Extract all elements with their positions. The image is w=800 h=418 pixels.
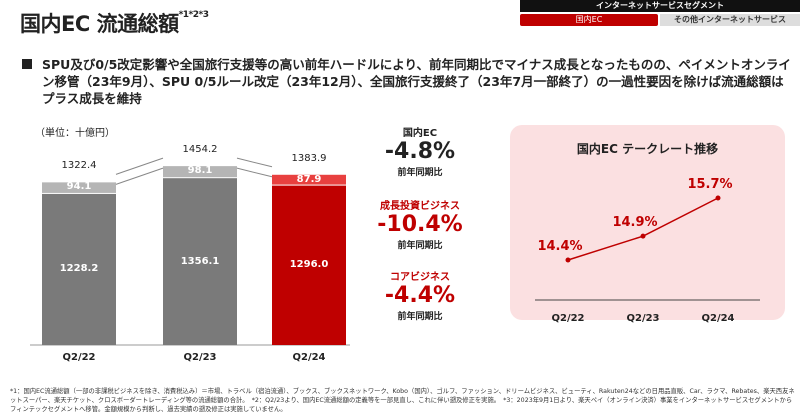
title-footnote-marks: *1*2*3 [178,10,209,20]
connector-line [115,167,164,185]
bar-total-value: 1322.4 [61,160,97,172]
gms-bar-chart [30,157,350,346]
take-rate-label: 15.7% [687,177,732,192]
unit-label: （単位：十億円） [35,128,115,139]
connector-line [115,157,164,175]
segment-tab-other-internet: その他インターネットサービス [660,14,800,26]
summary-text: SPU及び0/5改定影響や全国旅行支援等の高い前年ハードルにより、前年同期比でマ… [42,57,791,106]
take-rate-point [715,195,721,201]
stat-0: 国内EC -4.8% 前年同期比 [360,124,480,178]
connector-line [236,167,273,178]
take-rate-point [640,233,646,239]
take-rate-label: 14.9% [612,215,657,230]
bar-top-Q2/24 [272,174,346,185]
take-rate-panel [510,125,785,320]
take-rate-x-label: Q2/24 [701,313,734,324]
take-rate-point [565,257,571,263]
bar-top-Q2/23 [163,166,237,178]
stat-s: 前年同期比 [397,241,443,251]
stat-1: 成長投資ビジネス -10.4% 前年同期比 [360,197,480,251]
take-rate-x-label: Q2/22 [551,313,584,324]
bar-base-Q2/24 [272,185,346,345]
bar-base-value: 1296.0 [289,259,329,271]
take-rate-title: 国内EC テークレート推移 [576,142,719,156]
stat-2: コアビジネス -4.4% 前年同期比 [360,268,480,322]
footnote: *1：国内EC流通総額（一部の非課税ビジネスを除き、消費税込み）＝市場、トラベル… [10,388,795,413]
stat-n: 成長投資ビジネス [380,201,460,212]
stat-n: 国内EC [402,128,438,139]
bar-base-Q2/23 [163,178,237,345]
bar-top-Q2/22 [42,182,116,193]
segment-tab-domestic-ec: 国内EC [520,14,658,26]
connector-line [236,157,273,168]
bar-top-value: 98.1 [187,165,213,177]
summary-bullet: SPU及び0/5改定影響や全国旅行支援等の高い前年ハードルにより、前年同期比でマ… [22,56,792,107]
x-axis-label: Q2/24 [292,352,326,363]
bar-base-value: 1228.2 [59,263,99,275]
bar-top-value: 94.1 [66,181,92,193]
stat-v: -4.4% [384,283,456,308]
stat-v: -4.8% [384,139,456,164]
stat-v: -10.4% [377,212,463,237]
stat-s: 前年同期比 [397,168,443,178]
bar-top-value: 87.9 [296,173,322,185]
take-rate-label: 14.4% [537,239,582,254]
stat-n: コアビジネス [390,272,450,283]
take-rate-line-chart: 14.4% Q2/22 14.9% Q2/23 15.7% Q2/24 [535,177,760,324]
bar-total-value: 1383.9 [291,152,327,164]
bar-total-value: 1454.2 [182,144,218,156]
title-text: 国内EC 流通総額 [20,12,179,36]
bar-base-value: 1356.1 [180,255,220,267]
x-axis-label: Q2/22 [62,352,96,363]
segment-header: インターネットサービスセグメント [520,0,800,12]
take-rate-x-label: Q2/23 [626,313,659,324]
page-title: 国内EC 流通総額*1*2*3 [20,8,209,38]
bar-base-Q2/22 [42,193,116,345]
bullet-square-icon [22,59,32,69]
stat-s: 前年同期比 [397,312,443,322]
x-axis-label: Q2/23 [183,352,217,363]
